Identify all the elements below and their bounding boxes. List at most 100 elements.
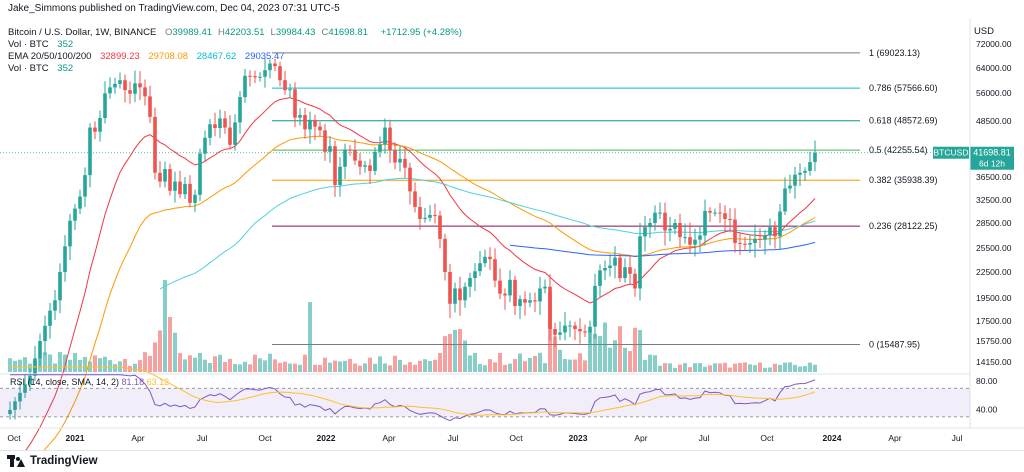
volume-bar	[388, 365, 392, 372]
volume-bar	[633, 327, 637, 372]
volume-bar	[228, 358, 232, 372]
rsi-pane: RSI (14, close, SMA, 14, 2) 81.18 63.12 8…	[0, 366, 998, 422]
fib-label-5: 0.236 (28122.25)	[869, 221, 938, 231]
volume-bar	[663, 363, 667, 372]
candle-body	[293, 89, 297, 118]
price-tick: 17500.00	[976, 316, 1012, 326]
volume-bar	[243, 361, 247, 372]
candle	[813, 140, 817, 172]
candle-body	[413, 191, 417, 207]
candle-body	[728, 218, 732, 220]
volume-bar	[53, 363, 57, 372]
currency-label[interactable]: USD	[973, 26, 994, 37]
candle	[468, 272, 472, 298]
candle	[778, 204, 782, 251]
candle-body	[138, 83, 142, 88]
volume-bar	[498, 352, 502, 372]
volume-bar	[23, 357, 27, 372]
candle	[638, 222, 642, 301]
candle	[148, 85, 152, 124]
volume-bar	[58, 352, 62, 372]
candle-body	[83, 175, 87, 197]
volume-bar	[328, 362, 332, 372]
fib-label-1: 0.786 (57566.60)	[869, 83, 938, 93]
volume-bar	[373, 363, 377, 372]
volume-legend-2[interactable]: Vol · BTC 352	[8, 63, 79, 74]
candle	[633, 268, 637, 297]
candle-body	[198, 153, 202, 195]
candle-body	[348, 149, 352, 151]
volume-bar	[403, 364, 407, 372]
candle	[493, 248, 497, 288]
candle-body	[778, 211, 782, 237]
candle-body	[613, 257, 617, 266]
volume-bar	[598, 336, 602, 372]
ema-legend[interactable]: EMA 20/50/100/200 32899.23 29708.08 2846…	[8, 51, 291, 62]
candle-body	[643, 227, 647, 237]
volume-bar	[438, 353, 442, 372]
ema200-line	[509, 241, 816, 257]
ema50-value: 29708.08	[148, 51, 188, 62]
candle-body	[173, 181, 177, 191]
volume-bar	[588, 331, 592, 372]
candle	[803, 167, 807, 182]
volume-bar	[688, 367, 692, 372]
candle	[183, 176, 187, 199]
volume-bar	[223, 362, 227, 372]
tradingview-logo[interactable]: TradingView	[7, 455, 98, 467]
volume-bar	[273, 359, 277, 372]
candle-body	[498, 280, 502, 294]
candle	[433, 203, 437, 224]
candle	[98, 110, 102, 142]
candle	[528, 292, 532, 308]
volume-bar	[283, 361, 287, 372]
price-chart[interactable]: 1 (69023.13) 0.786 (57566.60) 0.618 (48572…	[0, 0, 1024, 450]
candle-body	[663, 212, 667, 231]
candle	[783, 177, 787, 216]
volume-bar	[453, 329, 457, 372]
candle-body	[78, 196, 82, 209]
volume-bar	[518, 353, 522, 372]
candle-body	[448, 272, 452, 304]
last-price-tag-bg	[970, 146, 1014, 170]
candle	[238, 91, 242, 134]
candle-body	[638, 236, 642, 289]
time-axis: Oct 2021 Apr Jul Oct 2022 Apr Jul Oct 2023 Apr Jul O…	[0, 427, 1024, 443]
candle	[38, 333, 42, 368]
volume-bar	[618, 326, 622, 372]
candle-body	[718, 212, 722, 214]
candle-body	[48, 310, 52, 326]
candle-body	[108, 87, 112, 94]
candle	[748, 235, 752, 253]
candle	[263, 58, 267, 88]
candle	[538, 276, 542, 315]
tradingview-wordmark: TradingView	[30, 455, 98, 467]
candle-body	[243, 75, 247, 98]
candle-body	[773, 227, 777, 237]
candle	[368, 159, 372, 185]
candle	[243, 68, 247, 103]
candle	[163, 161, 167, 188]
candle-body	[523, 299, 527, 303]
candle	[323, 123, 327, 161]
candle	[533, 292, 537, 313]
candle	[418, 196, 422, 230]
candle	[428, 205, 432, 222]
last-price-value: 41698.81	[973, 148, 1011, 158]
candle	[623, 258, 627, 283]
candle-body	[673, 223, 677, 229]
time-tick: Jul	[448, 433, 459, 443]
symbol-description[interactable]: Bitcoin / U.S. Dollar, 1W, BINANCE	[8, 27, 157, 38]
open-value: 39989.41	[172, 27, 213, 38]
candle	[188, 175, 192, 208]
volume-bar	[303, 354, 307, 372]
fibonacci-levels: 1 (69023.13) 0.786 (57566.60) 0.618 (48572…	[272, 48, 938, 349]
volume-bar	[448, 334, 452, 372]
candle	[653, 205, 657, 231]
rsi-value: 81.18	[122, 377, 147, 387]
volume-legend[interactable]: Vol · BTC 352	[8, 39, 79, 50]
volume-bar	[148, 355, 152, 372]
volume-bar	[203, 359, 207, 372]
candle-body	[143, 87, 147, 97]
candle	[423, 207, 427, 223]
